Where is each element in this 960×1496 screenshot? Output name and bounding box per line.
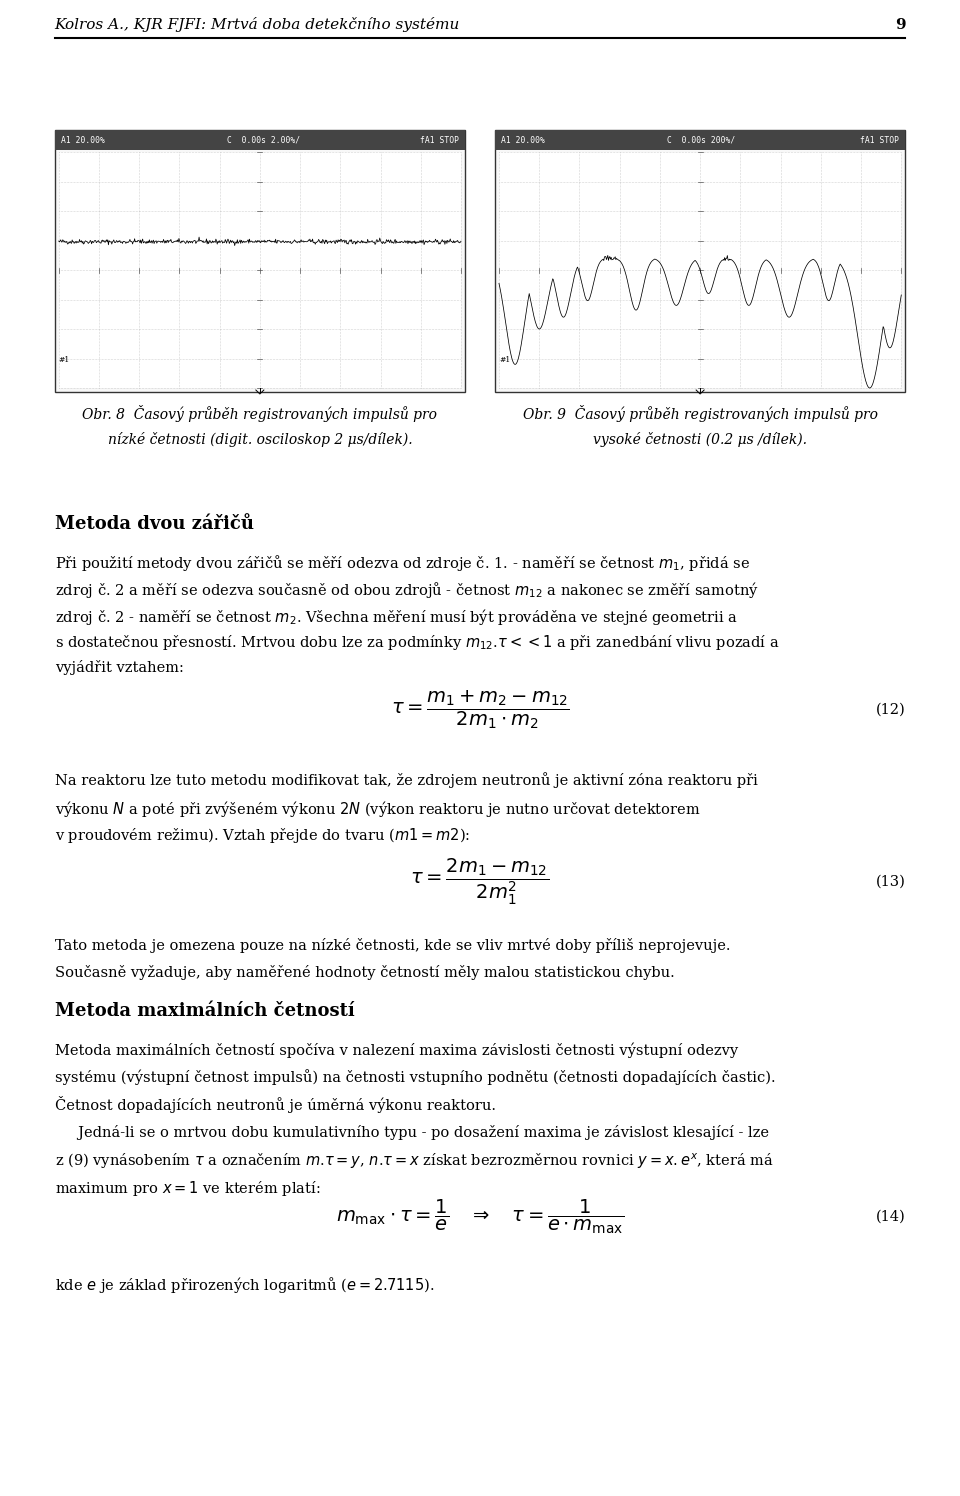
Text: Při použití metody dvou zářičů se měří odezva od zdroje č. 1. - naměří se četnos: Při použití metody dvou zářičů se měří o… <box>55 554 750 573</box>
Text: A1 20.00%: A1 20.00% <box>60 136 105 145</box>
Text: Metoda dvou zářičů: Metoda dvou zářičů <box>55 515 253 533</box>
Text: Obr. 9  Časový průběh registrovaných impulsů pro: Obr. 9 Časový průběh registrovaných impu… <box>522 405 877 422</box>
Text: Současně vyžaduje, aby naměřené hodnoty četností měly malou statistickou chybu.: Současně vyžaduje, aby naměřené hodnoty … <box>55 965 675 980</box>
Text: 9: 9 <box>895 18 905 31</box>
Text: Metoda maximálních četností: Metoda maximálních četností <box>55 1002 354 1020</box>
Text: fA1 STOP: fA1 STOP <box>860 136 900 145</box>
Text: zdroj č. 2 - naměří se četnost $m_2$. Všechna měření musí být prováděna ve stejn: zdroj č. 2 - naměří se četnost $m_2$. Vš… <box>55 606 737 627</box>
Text: vysoké četnosti (0.2 μs /dílek).: vysoké četnosti (0.2 μs /dílek). <box>593 432 807 447</box>
Text: Metoda maximálních četností spočíva v nalezení maxima závislosti četnosti výstup: Metoda maximálních četností spočíva v na… <box>55 1043 738 1058</box>
Text: #1: #1 <box>499 356 511 364</box>
Bar <box>55 130 465 150</box>
Text: $\tau = \dfrac{2m_1 - m_{12}}{2m_1^2}$: $\tau = \dfrac{2m_1 - m_{12}}{2m_1^2}$ <box>411 857 549 907</box>
Bar <box>495 130 905 392</box>
Bar <box>499 153 901 387</box>
Text: #1: #1 <box>59 356 70 364</box>
Text: $\tau = \dfrac{m_1 + m_2 - m_{12}}{2m_1 \cdot m_2}$: $\tau = \dfrac{m_1 + m_2 - m_{12}}{2m_1 … <box>391 688 569 732</box>
Text: výkonu $N$ a poté při zvýšeném výkonu $2N$ (výkon reaktoru je nutno určovat dete: výkonu $N$ a poté při zvýšeném výkonu $2… <box>55 799 700 818</box>
Text: zdroj č. 2 a měří se odezva současně od obou zdrojů - četnost $m_{12}$ a nakonec: zdroj č. 2 a měří se odezva současně od … <box>55 580 758 600</box>
Text: Kolros A., KJR FJFI: Mrtvá doba detekčního systému: Kolros A., KJR FJFI: Mrtvá doba detekční… <box>55 16 460 31</box>
Text: v proudovém režimu). Vztah přejde do tvaru ($m1=m2$):: v proudovém režimu). Vztah přejde do tva… <box>55 826 469 845</box>
Text: A1 20.00%: A1 20.00% <box>501 136 545 145</box>
Text: $m_{\max} \cdot \tau = \dfrac{1}{e} \quad \Rightarrow \quad \tau = \dfrac{1}{e \: $m_{\max} \cdot \tau = \dfrac{1}{e} \qua… <box>336 1198 624 1236</box>
Text: maximum pro $x = 1$ ve kterém platí:: maximum pro $x = 1$ ve kterém platí: <box>55 1179 321 1198</box>
Bar <box>55 130 465 392</box>
Text: (13): (13) <box>876 875 905 889</box>
Bar <box>59 153 461 387</box>
Text: systému (výstupní četnost impulsů) na četnosti vstupního podnětu (četnosti dopad: systému (výstupní četnost impulsů) na če… <box>55 1068 776 1085</box>
Text: nízké četnosti (digit. osciloskop 2 μs/dílek).: nízké četnosti (digit. osciloskop 2 μs/d… <box>108 432 412 447</box>
Text: Jedná-li se o mrtvou dobu kumulativního typu - po dosažení maxima je závislost k: Jedná-li se o mrtvou dobu kumulativního … <box>55 1125 769 1140</box>
Text: (14): (14) <box>876 1210 905 1224</box>
Text: (12): (12) <box>876 703 905 717</box>
Text: Tato metoda je omezena pouze na nízké četnosti, kde se vliv mrtvé doby příliš ne: Tato metoda je omezena pouze na nízké če… <box>55 938 731 953</box>
Text: Četnost dopadajících neutronů je úměrná výkonu reaktoru.: Četnost dopadajících neutronů je úměrná … <box>55 1095 495 1113</box>
Text: z (9) vynásobením $\tau$ a označením $m$.$\tau = y$, $n$.$\tau = x$ získat bezro: z (9) vynásobením $\tau$ a označením $m$… <box>55 1152 774 1171</box>
Text: C  0.00s 200%/: C 0.00s 200%/ <box>667 136 735 145</box>
Text: kde $e$ je základ přirozených logaritmů ($e = 2.7115$).: kde $e$ je základ přirozených logaritmů … <box>55 1275 434 1296</box>
Text: C  0.00s 2.00%/: C 0.00s 2.00%/ <box>227 136 300 145</box>
Text: fA1 STOP: fA1 STOP <box>420 136 459 145</box>
Text: s dostatečnou přesností. Mrtvou dobu lze za podmínky $m_{12}$.$\tau << 1$ a při : s dostatečnou přesností. Mrtvou dobu lze… <box>55 633 780 652</box>
Text: Obr. 8  Časový průběh registrovaných impulsů pro: Obr. 8 Časový průběh registrovaných impu… <box>83 405 438 422</box>
Text: Na reaktoru lze tuto metodu modifikovat tak, že zdrojem neutronů je aktivní zóna: Na reaktoru lze tuto metodu modifikovat … <box>55 772 757 788</box>
Text: vyjádřit vztahem:: vyjádřit vztahem: <box>55 660 183 675</box>
Bar <box>495 130 905 150</box>
